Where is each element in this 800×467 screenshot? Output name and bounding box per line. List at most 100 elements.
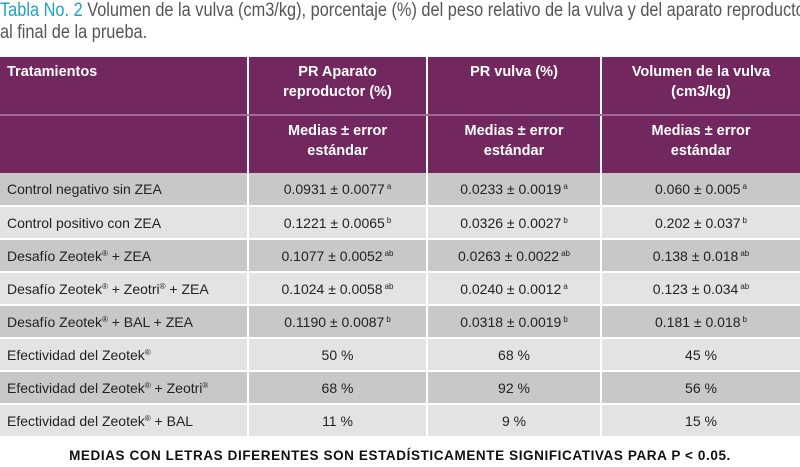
cell-value: 0.181 ± 0.018: [655, 313, 741, 330]
table-row: Desafío Zeotek® + BAL + ZEA 0.1190 ± 0.0…: [0, 305, 800, 339]
significance-letter: a: [742, 182, 747, 191]
cell-pr-vulva: 0.0233 ± 0.0019 a: [427, 173, 602, 207]
significance-letter: b: [742, 314, 747, 324]
cell-pr-aparato: 0.1190 ± 0.0087 b: [248, 305, 428, 339]
subheader-col2: Medias ± error estándar: [427, 115, 602, 173]
header-volumen-line-2: (cm3/kg): [671, 84, 731, 100]
cell-value: 0.060 ± 0.005: [655, 181, 741, 197]
registered-mark: ®: [101, 248, 108, 258]
subheader-col3: Medias ± error estándar: [601, 115, 800, 173]
cell-pr-aparato: 0.1024 ± 0.0058 ab: [248, 272, 428, 306]
registered-mark: ®: [202, 380, 209, 390]
cell-pr-vulva: 0.0326 ± 0.0027 b: [427, 206, 602, 240]
registered-mark: ®: [101, 314, 108, 324]
table-row: Efectividad del Zeotek® + Zeotri® 68 % 9…: [0, 371, 800, 405]
row-label: Desafío Zeotek® + Zeotri® + ZEA: [0, 272, 249, 306]
significance-letter: ab: [561, 248, 570, 258]
cell-pr-vulva: 92 %: [427, 371, 602, 405]
row-label: Control negativo sin ZEA: [0, 173, 249, 207]
cell-value: 0.0326 ± 0.0027: [460, 214, 562, 231]
cell-value: 0.123 ± 0.034: [652, 280, 739, 297]
cell-pr-aparato: 68 %: [248, 371, 428, 405]
cell-value: 0.1190 ± 0.0087: [284, 313, 385, 330]
cell-pr-aparato: 11 %: [248, 404, 428, 438]
significance-letter: b: [742, 215, 747, 225]
caption-line-2: al final de la prueba.: [0, 22, 148, 43]
cell-pr-vulva: 9 %: [427, 404, 602, 438]
cell-pr-aparato: 0.1077 ± 0.0052 ab: [248, 239, 428, 273]
cell-value: 0.1221 ± 0.0065: [283, 214, 385, 231]
header-pr-vulva-line-1: PR vulva (%): [470, 64, 558, 80]
cell-volumen: 0.181 ± 0.018 b: [601, 305, 800, 339]
table-row: Control positivo con ZEA 0.1221 ± 0.0065…: [0, 206, 800, 240]
significance-letter: a: [563, 182, 568, 191]
cell-value: 0.0240 ± 0.0012: [460, 280, 562, 297]
cell-value: 0.0263 ± 0.0022: [457, 247, 560, 264]
cell-value: 0.1024 ± 0.0058: [281, 280, 383, 297]
header-pr-aparato: PR Aparato reproductor (%): [248, 57, 428, 116]
subheader-empty: [0, 115, 249, 173]
subheader-line-1: Medias ± error: [287, 123, 388, 139]
cell-volumen: 45 %: [601, 338, 800, 372]
subheader-col1: Medias ± error estándar: [248, 115, 428, 173]
label-part: + Zeotri: [107, 280, 160, 297]
header-volumen-line-1: Volumen de la vulva: [631, 64, 771, 80]
label-part: Efectividad del Zeotek: [7, 379, 145, 396]
significance-letter: b: [563, 314, 568, 324]
table-caption: Tabla No. 2 Volumen de la vulva (cm3/kg)…: [0, 0, 800, 44]
label-part: Efectividad del Zeotek: [7, 346, 145, 363]
subheader-line-1: Medias ± error: [651, 123, 751, 139]
header-tratamientos: Tratamientos: [0, 57, 249, 116]
subheader-row: Medias ± error estándar Medias ± error e…: [0, 115, 800, 173]
table-row: Desafío Zeotek® + ZEA 0.1077 ± 0.0052 ab …: [0, 239, 800, 273]
cell-value: 0.0318 ± 0.0019: [460, 313, 562, 330]
caption-line-1: Tabla No. 2 Volumen de la vulva (cm3/kg)…: [0, 0, 800, 22]
significance-letter: ab: [384, 248, 394, 258]
significance-footnote: MEDIAS CON LETRAS DIFERENTES SON ESTADÍS…: [69, 448, 731, 463]
cell-pr-aparato: 0.0931 ± 0.0077 a: [248, 173, 428, 207]
results-table: Tratamientos PR Aparato reproductor (%) …: [0, 57, 800, 438]
header-volumen-vulva: Volumen de la vulva (cm3/kg): [601, 57, 800, 116]
caption-label: Tabla No. 2: [0, 0, 83, 21]
cell-volumen: 0.138 ± 0.018 ab: [601, 239, 800, 273]
cell-value: 0.202 ± 0.037: [655, 214, 741, 231]
registered-mark: ®: [144, 347, 151, 357]
significance-letter: b: [386, 314, 391, 324]
cell-volumen: 56 %: [601, 371, 800, 405]
header-pr-aparato-line-1: PR Aparato: [298, 64, 377, 80]
row-label: Desafío Zeotek® + ZEA: [0, 239, 249, 273]
cell-volumen: 0.060 ± 0.005 a: [601, 173, 800, 207]
significance-letter: b: [386, 215, 392, 225]
subheader-line-2: estándar: [483, 143, 545, 159]
significance-letter: a: [386, 182, 392, 191]
table-row: Efectividad del Zeotek® 50 % 68 % 45 %: [0, 338, 800, 372]
cell-pr-vulva: 0.0318 ± 0.0019 b: [427, 305, 602, 339]
label-part: Desafío Zeotek: [7, 247, 102, 264]
significance-letter: ab: [740, 281, 750, 291]
cell-volumen: 0.123 ± 0.034 ab: [601, 272, 800, 306]
label-part: + Zeotri: [150, 379, 203, 396]
label-part: + BAL + ZEA: [107, 313, 193, 330]
cell-pr-vulva: 0.0263 ± 0.0022 ab: [427, 239, 602, 273]
table-body: Control negativo sin ZEA 0.0931 ± 0.0077…: [0, 173, 800, 438]
label-part: Efectividad del Zeotek: [7, 412, 145, 429]
significance-letter: ab: [384, 281, 394, 291]
row-label: Control positivo con ZEA: [0, 206, 249, 240]
label-part: + BAL: [150, 412, 194, 429]
header-row: Tratamientos PR Aparato reproductor (%) …: [0, 57, 800, 116]
registered-mark: ®: [159, 281, 166, 291]
label-part: Desafío Zeotek: [7, 280, 102, 297]
cell-pr-vulva: 68 %: [427, 338, 602, 372]
registered-mark: ®: [144, 380, 151, 390]
row-label: Efectividad del Zeotek® + Zeotri®: [0, 371, 249, 405]
cell-volumen: 0.202 ± 0.037 b: [601, 206, 800, 240]
subheader-line-2: estándar: [670, 143, 732, 159]
cell-value: 0.0931 ± 0.0077: [283, 181, 385, 197]
cell-pr-aparato: 0.1221 ± 0.0065 b: [248, 206, 428, 240]
significance-letter: ab: [740, 248, 750, 258]
table-header: Tratamientos PR Aparato reproductor (%) …: [0, 57, 800, 173]
table-row: Control negativo sin ZEA 0.0931 ± 0.0077…: [0, 173, 800, 207]
cell-value: 0.0233 ± 0.0019: [460, 181, 562, 197]
registered-mark: ®: [144, 413, 151, 423]
cell-value: 0.138 ± 0.018: [652, 247, 739, 264]
